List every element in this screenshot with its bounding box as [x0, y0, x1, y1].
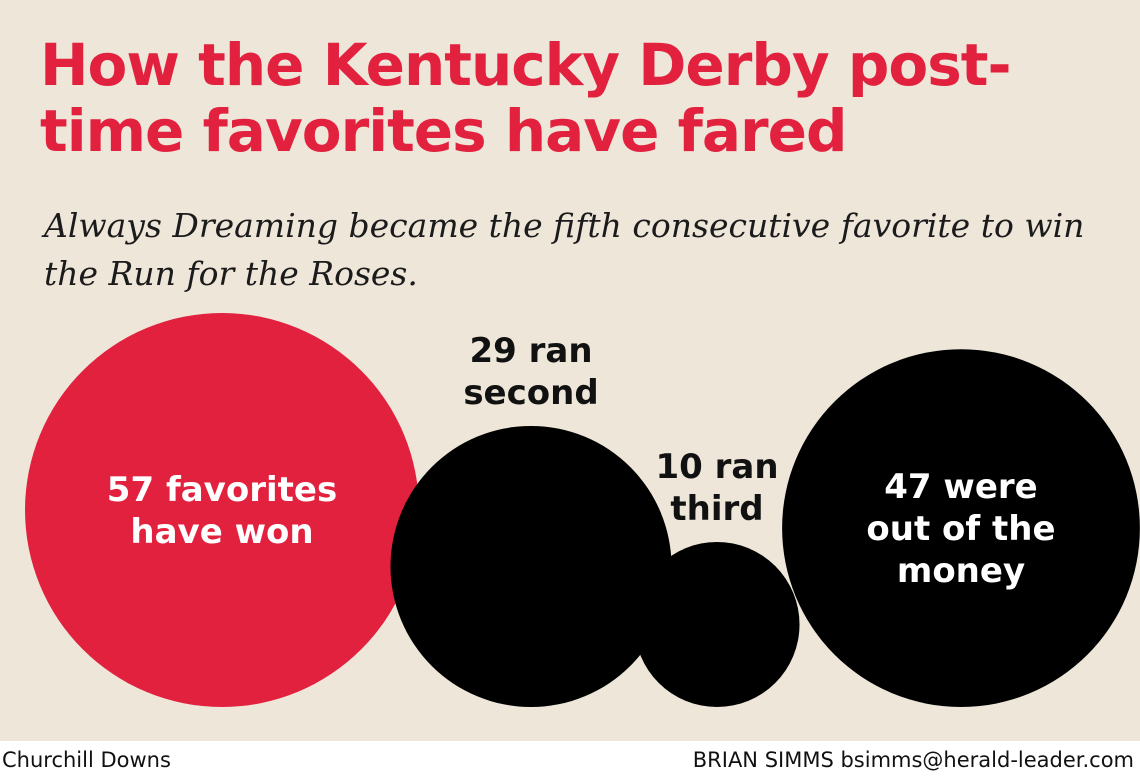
bubble-label-won: 57 favorites have won	[107, 470, 337, 552]
bubble-chart: 57 favorites have won 29 ran second 10 ran th…	[25, 313, 1140, 707]
credit-text: BRIAN SIMMS bsimms@herald-leader.com	[692, 748, 1134, 772]
bubble-label-third: 10 ran third	[655, 447, 778, 529]
graphic-panel: How the Kentucky Derby post-time favorit…	[0, 0, 1140, 741]
bubble-label-line: 29 ran	[469, 331, 592, 371]
bubble-won	[25, 313, 419, 707]
bubble-label-line: have won	[130, 512, 313, 552]
bubble-second	[390, 425, 672, 707]
bubble-out-of-the-money	[782, 349, 1140, 707]
bubble-label-line: second	[463, 373, 598, 413]
bubble-label-out-of-the-money: 47 were out of the money	[866, 467, 1055, 591]
bubble-label-line: 47 were	[884, 467, 1037, 507]
bubble-label-line: third	[670, 489, 763, 529]
bubble-label-line: out of the	[866, 509, 1055, 549]
chart-title: How the Kentucky Derby post-time favorit…	[40, 31, 1012, 165]
bubble-third	[634, 541, 800, 707]
bubble-label-line: money	[897, 551, 1025, 591]
bubble-label-second: 29 ran second	[463, 331, 598, 413]
source-text: Churchill Downs	[2, 748, 171, 772]
footer: Churchill Downs BRIAN SIMMS bsimms@heral…	[0, 741, 1140, 779]
bubble-label-line: 57 favorites	[107, 470, 337, 510]
bubble-label-line: 10 ran	[655, 447, 778, 487]
chart-subtitle: Always Dreaming became the fifth consecu…	[44, 206, 1085, 293]
